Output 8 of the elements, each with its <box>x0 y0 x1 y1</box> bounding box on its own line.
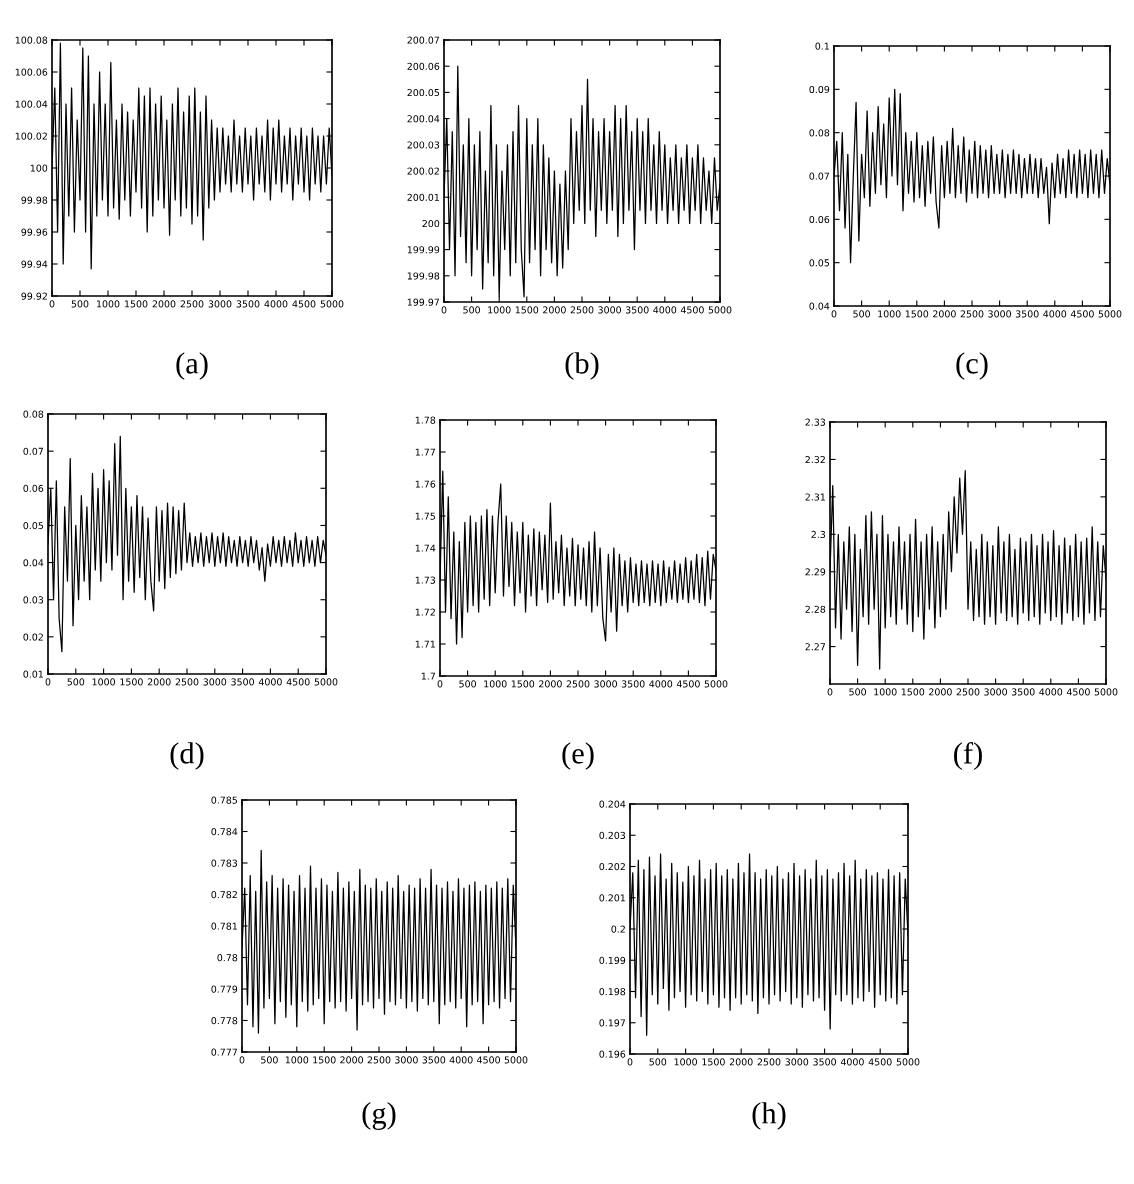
text: (e) <box>562 742 594 770</box>
text: (b) <box>565 352 599 380</box>
text: (c) <box>956 352 988 380</box>
text: (f) <box>954 741 982 771</box>
text: (h) <box>752 1102 786 1130</box>
text: (a) <box>176 352 208 380</box>
text: (g) <box>362 1102 396 1130</box>
text: (d) <box>170 742 204 770</box>
